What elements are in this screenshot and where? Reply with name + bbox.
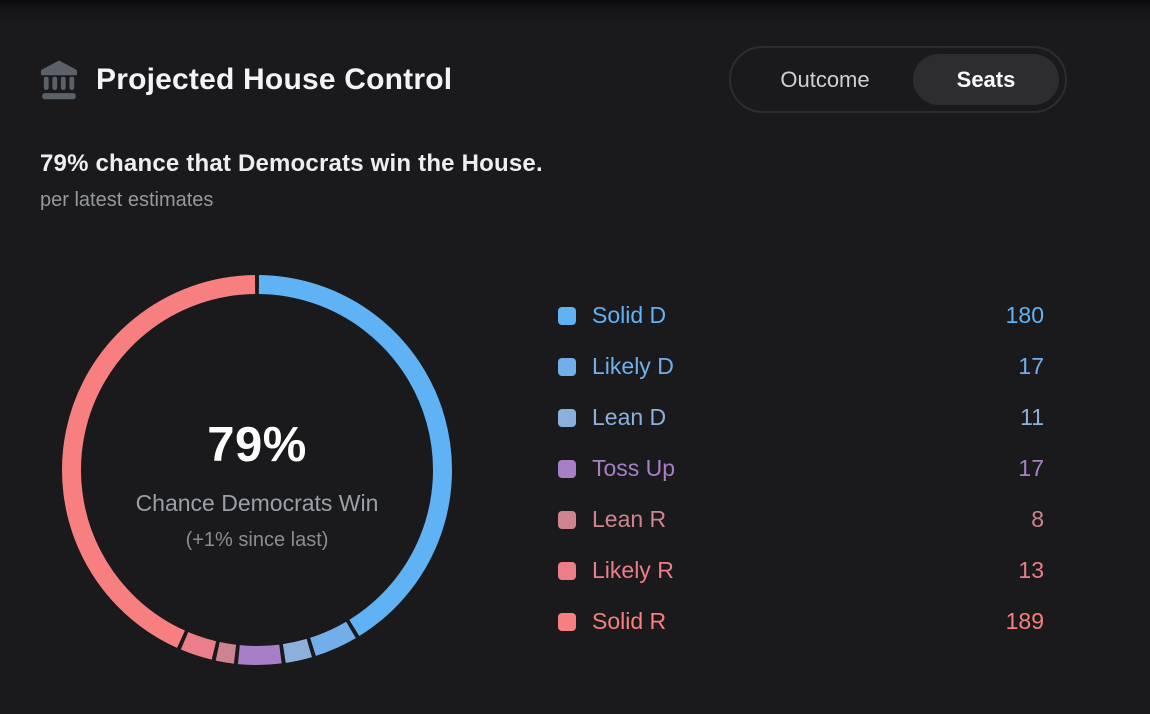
legend-swatch bbox=[558, 459, 576, 478]
legend-label: Solid R bbox=[592, 608, 667, 634]
legend-row: Solid D 180 bbox=[558, 290, 1044, 341]
legend-row: Toss Up 17 bbox=[558, 443, 1044, 494]
center-value: 79% bbox=[207, 417, 307, 472]
legend-row: Likely D 17 bbox=[558, 341, 1044, 392]
donut-segment bbox=[258, 275, 452, 637]
legend-row: Likely R 13 bbox=[558, 545, 1044, 596]
center-label: Chance Democrats Win bbox=[135, 489, 379, 516]
toggle-option-outcome[interactable]: Outcome bbox=[737, 54, 913, 105]
donut-segment bbox=[309, 621, 356, 656]
legend-swatch bbox=[558, 306, 576, 325]
legend-value: 8 bbox=[1031, 506, 1044, 532]
legend-value: 13 bbox=[1018, 557, 1044, 583]
view-toggle: Outcome Seats bbox=[729, 46, 1067, 113]
legend-row: Solid R 189 bbox=[558, 596, 1044, 647]
bank-icon bbox=[40, 60, 78, 100]
donut-segment bbox=[61, 275, 256, 648]
legend-swatch bbox=[558, 357, 576, 376]
legend-swatch bbox=[558, 408, 576, 427]
donut-segment bbox=[282, 638, 312, 663]
legend-value: 17 bbox=[1018, 455, 1044, 481]
legend-row: Lean D 11 bbox=[558, 392, 1044, 443]
legend-swatch bbox=[558, 561, 576, 580]
summary-headline: 79% chance that Democrats win the House. bbox=[40, 150, 543, 177]
legend-row: Lean R 8 bbox=[558, 494, 1044, 545]
legend-value: 11 bbox=[1020, 404, 1044, 430]
legend-label: Lean D bbox=[592, 404, 667, 430]
legend-label: Lean R bbox=[592, 506, 667, 532]
legend-swatch bbox=[558, 510, 576, 529]
legend-swatch bbox=[558, 612, 576, 631]
summary: 79% chance that Democrats win the House.… bbox=[40, 150, 543, 212]
legend: Solid D 180 Likely D 17 Lean D 11 Toss Up 17 Lea… bbox=[558, 290, 1044, 647]
legend-value: 17 bbox=[1018, 353, 1044, 379]
donut-segment bbox=[180, 631, 217, 660]
legend-value: 180 bbox=[1005, 302, 1044, 328]
donut-segment bbox=[215, 641, 237, 664]
page-title: Projected House Control bbox=[96, 63, 453, 96]
legend-label: Solid D bbox=[592, 302, 667, 328]
legend-label: Toss Up bbox=[592, 455, 676, 481]
legend-label: Likely R bbox=[592, 557, 674, 583]
legend-value: 189 bbox=[1005, 608, 1044, 634]
legend-label: Likely D bbox=[592, 353, 674, 379]
summary-subtext: per latest estimates bbox=[40, 189, 214, 211]
donut-chart bbox=[61, 275, 452, 665]
center-sublabel: (+1% since last) bbox=[185, 528, 329, 551]
donut-chart-container: 79% Chance Democrats Win (+1% since last… bbox=[57, 270, 457, 670]
donut-center: 79% Chance Democrats Win (+1% since last… bbox=[57, 284, 457, 684]
donut-segment bbox=[237, 644, 282, 665]
header: Projected House Control Outcome Seats bbox=[36, 46, 1110, 114]
toggle-option-seats[interactable]: Seats bbox=[913, 54, 1059, 105]
